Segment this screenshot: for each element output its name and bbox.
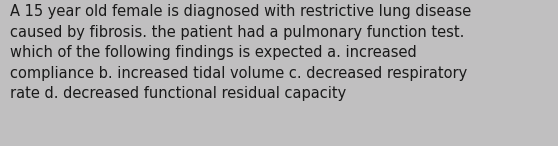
Text: A 15 year old female is diagnosed with restrictive lung disease
caused by fibros: A 15 year old female is diagnosed with r…: [10, 4, 472, 101]
